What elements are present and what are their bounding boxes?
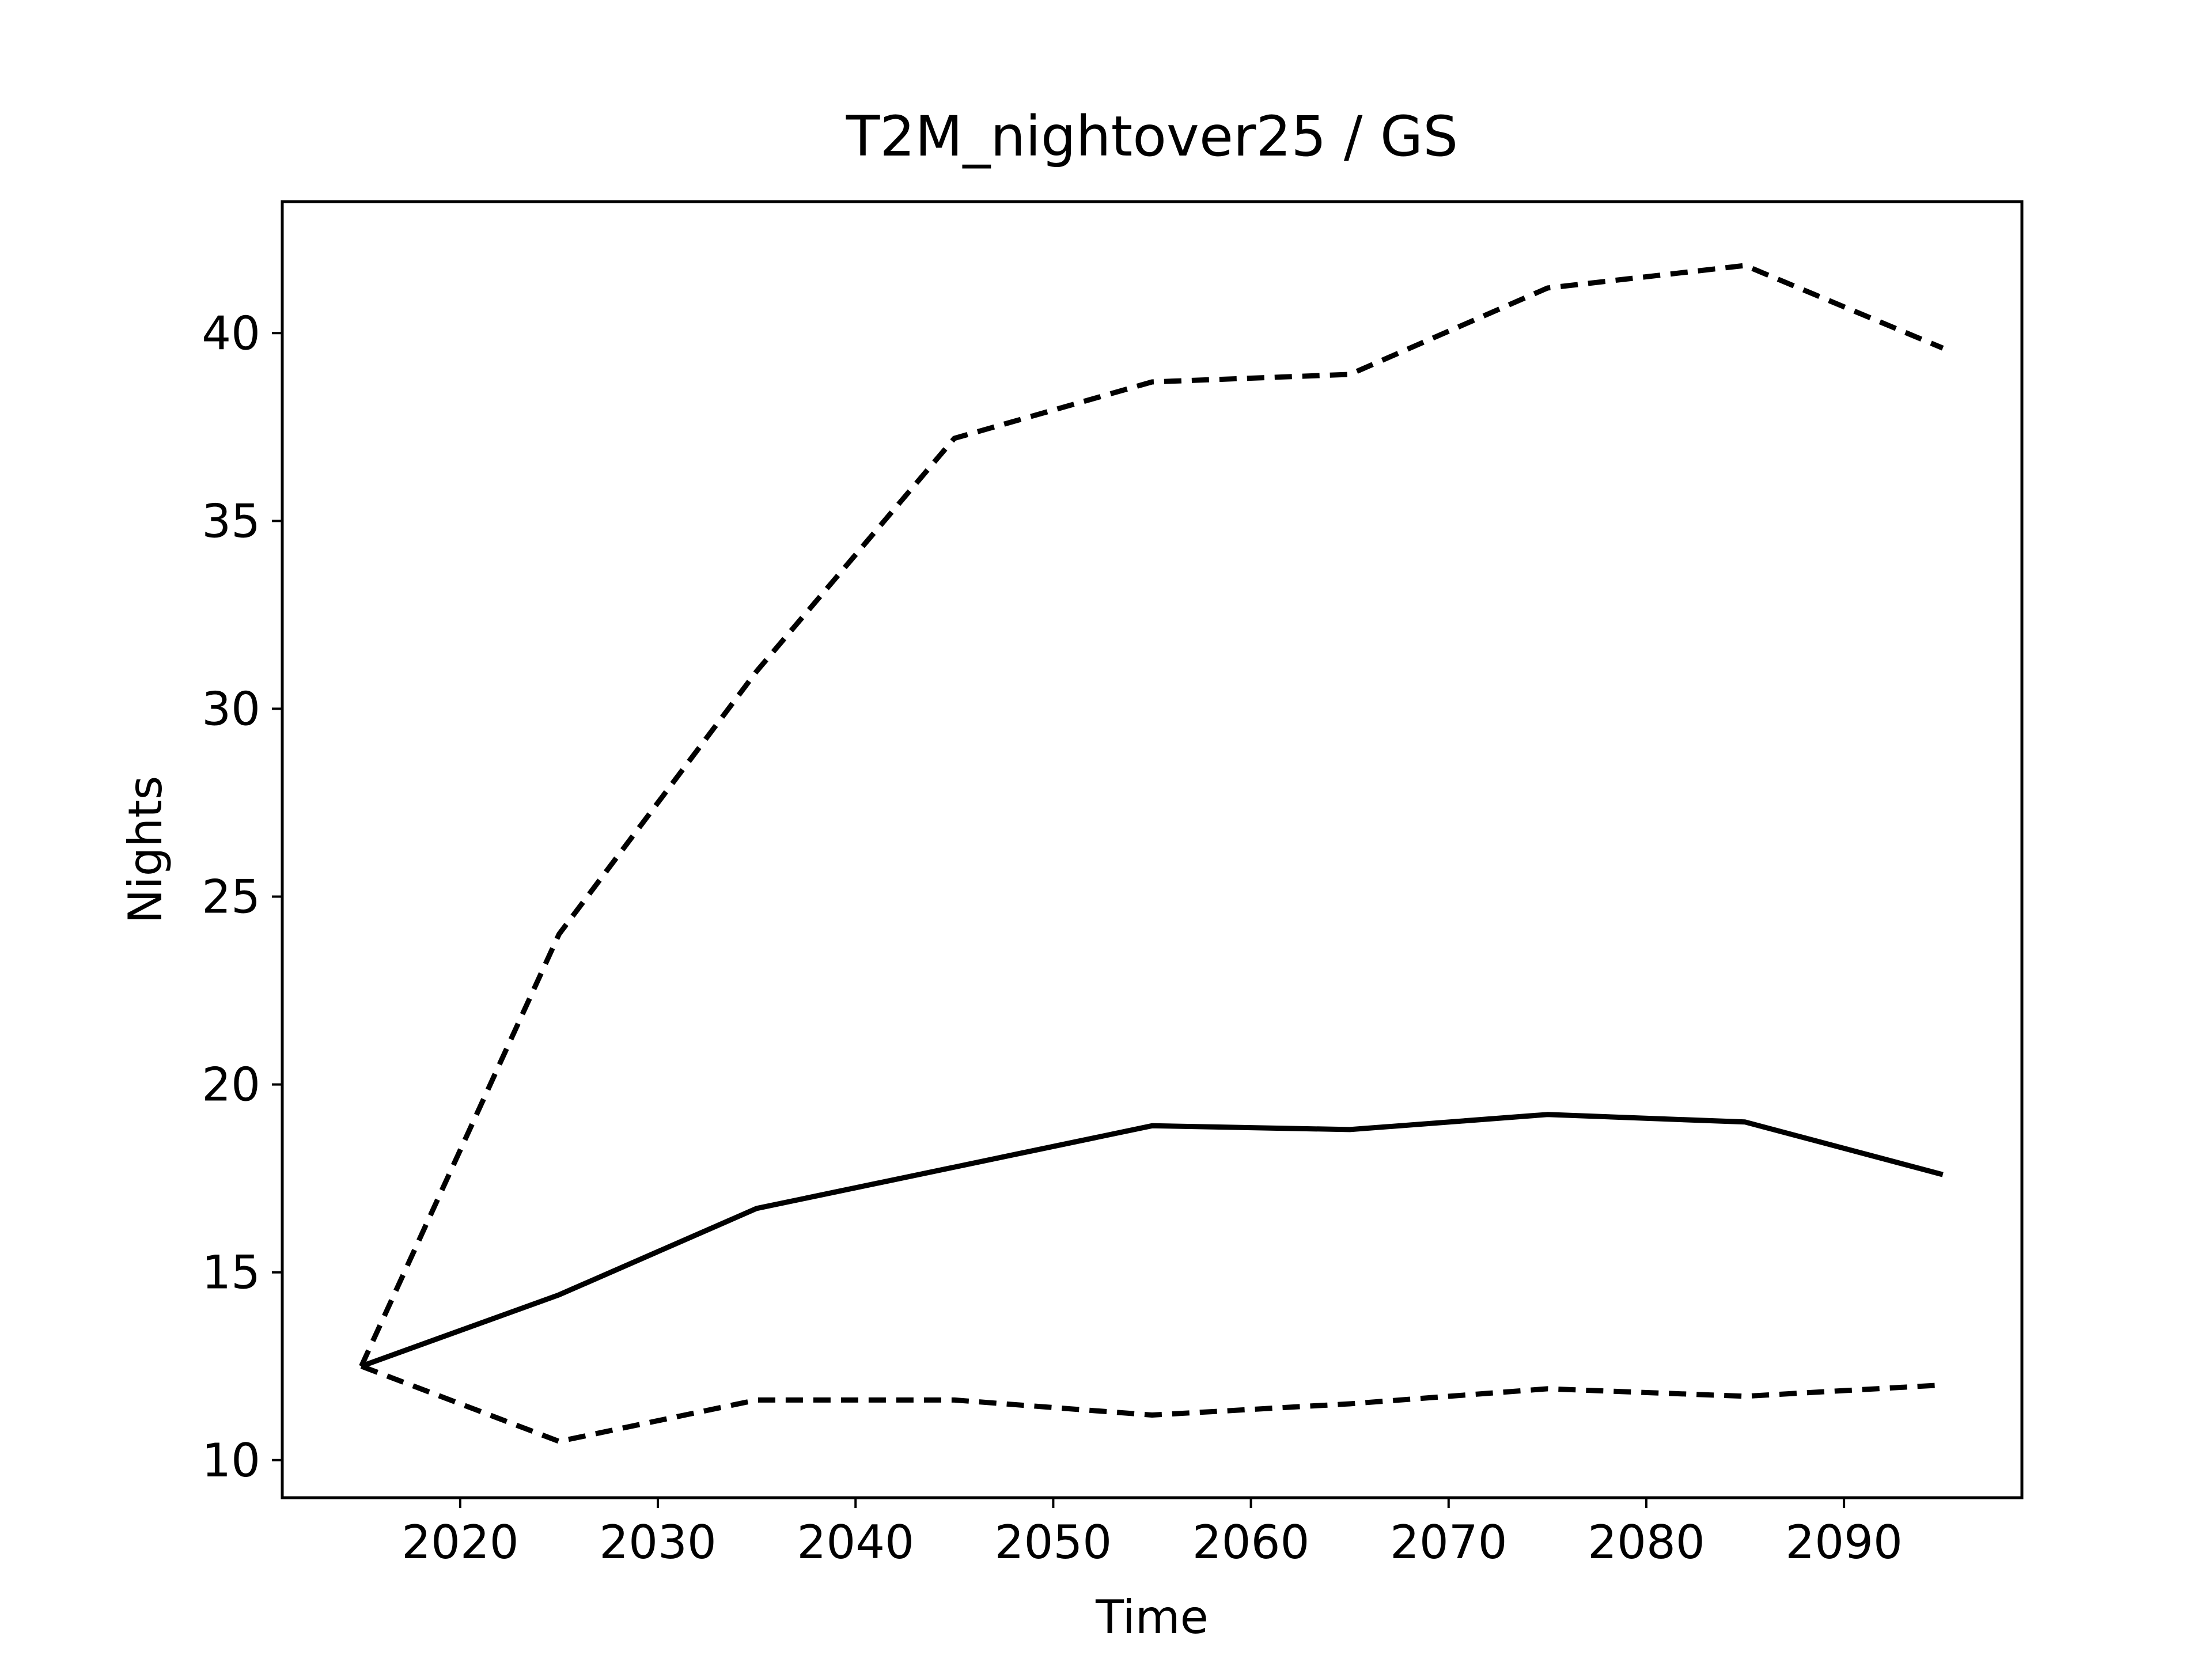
- chart-title: T2M_nightover25 / GS: [846, 104, 1458, 169]
- x-tick-label: 2050: [995, 1516, 1112, 1569]
- x-tick-label: 2020: [402, 1516, 519, 1569]
- series-layer: [359, 263, 1944, 1444]
- x-tick-label: 2090: [1785, 1516, 1903, 1569]
- x-tick-label: 2080: [1588, 1516, 1705, 1569]
- y-tick-label: 40: [202, 306, 260, 360]
- x-tick-label: 2070: [1390, 1516, 1508, 1569]
- axis-layer: 2020 2030 2040 2050 2060 2070 2080 2090 10 15 20 25…: [202, 306, 1903, 1569]
- y-tick-label: 15: [202, 1246, 260, 1300]
- y-tick-label: 20: [202, 1058, 260, 1112]
- y-tick-label: 35: [202, 494, 260, 548]
- y-tick-label: 25: [202, 870, 260, 924]
- y-tick-label: 10: [202, 1434, 260, 1487]
- series-line-3: [360, 1363, 1943, 1444]
- series-line-2: [359, 263, 1944, 1368]
- y-axis-label: Nights: [119, 776, 172, 924]
- plot-frame: [281, 200, 2024, 1499]
- y-tick-label: 30: [202, 682, 260, 736]
- x-axis-label: Time: [1095, 1590, 1209, 1644]
- series-line-1: [360, 1112, 1944, 1369]
- x-tick-label: 2060: [1192, 1516, 1310, 1569]
- x-tick-label: 2040: [797, 1516, 914, 1569]
- x-tick-label: 2030: [599, 1516, 717, 1569]
